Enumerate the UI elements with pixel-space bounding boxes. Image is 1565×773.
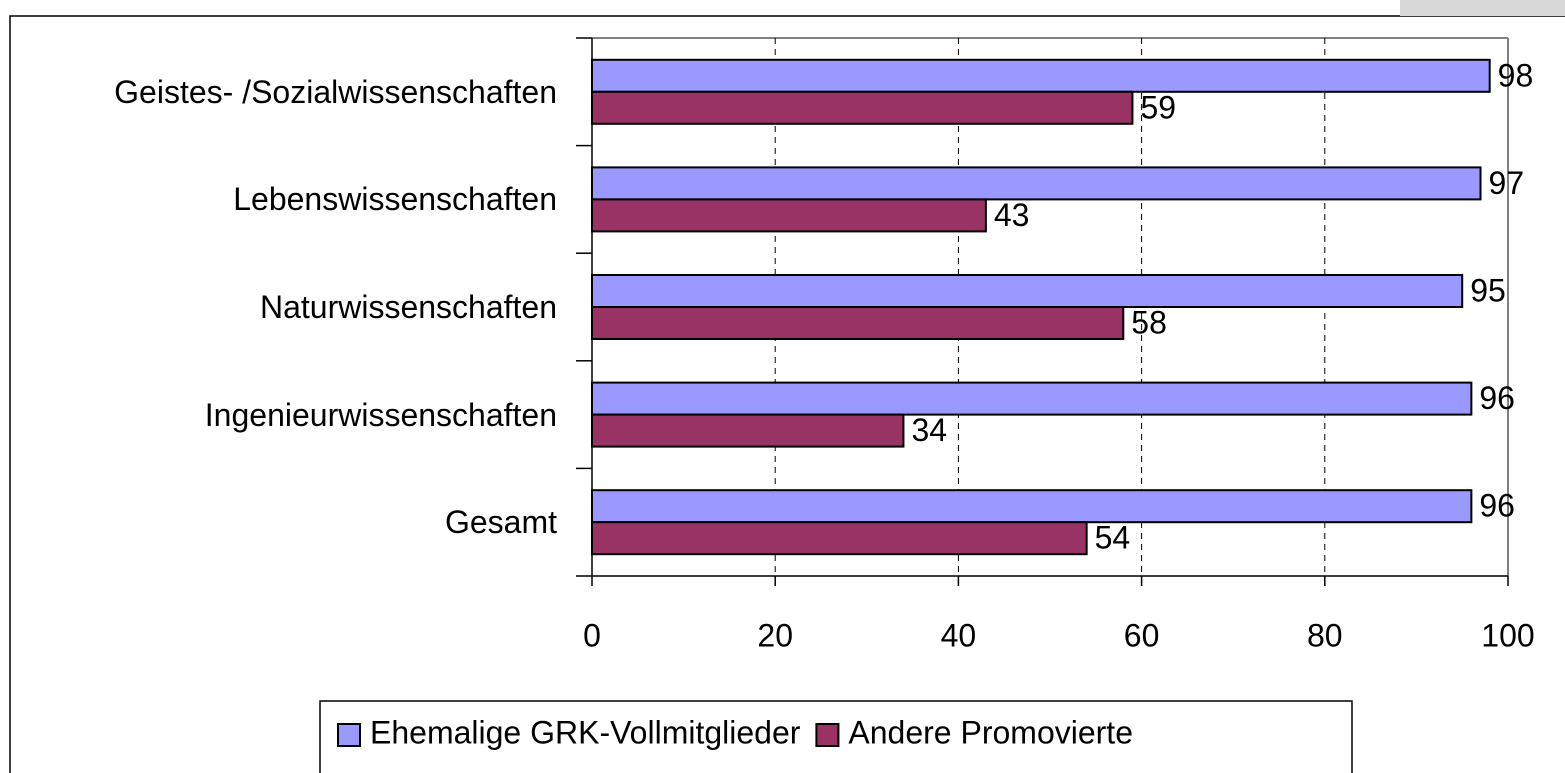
legend-label: Ehemalige GRK-Vollmitglieder xyxy=(370,714,801,750)
value-label: 97 xyxy=(1489,165,1525,201)
legend-label: Andere Promovierte xyxy=(848,714,1133,750)
x-tick-label: 100 xyxy=(1481,617,1534,653)
value-label: 95 xyxy=(1470,272,1506,308)
x-tick-label: 20 xyxy=(757,617,793,653)
legend-swatch xyxy=(815,723,840,747)
value-label: 96 xyxy=(1479,380,1515,416)
value-label: 58 xyxy=(1131,304,1167,340)
y-tick-label: Lebenswissenschaften xyxy=(233,181,557,218)
y-tick-label: Geistes- /Sozialwissenschaften xyxy=(114,73,557,110)
value-label: 98 xyxy=(1498,57,1534,93)
bar xyxy=(591,58,1491,93)
value-label: 43 xyxy=(994,197,1030,233)
y-tick-label: Ingenieurwissenschaften xyxy=(204,396,557,433)
bar xyxy=(591,521,1088,556)
bar xyxy=(591,198,987,233)
value-label: 59 xyxy=(1140,89,1176,125)
bar xyxy=(591,413,905,448)
value-label: 96 xyxy=(1479,488,1515,524)
bar xyxy=(591,90,1134,125)
x-tick-label: 60 xyxy=(1124,617,1160,653)
x-tick-label: 80 xyxy=(1307,617,1343,653)
bar xyxy=(591,274,1464,308)
bar xyxy=(591,166,1482,201)
bar xyxy=(591,306,1125,340)
bar xyxy=(591,381,1473,416)
bar xyxy=(591,489,1473,524)
value-label: 34 xyxy=(911,412,947,448)
y-tick-label: Gesamt xyxy=(444,504,557,541)
x-tick-label: 40 xyxy=(941,617,977,653)
value-label: 54 xyxy=(1095,520,1131,556)
x-tick-label: 0 xyxy=(583,617,601,653)
y-tick-label: Naturwissenschaften xyxy=(259,289,557,325)
legend-swatch xyxy=(337,723,361,747)
window-edge xyxy=(1400,0,1565,16)
